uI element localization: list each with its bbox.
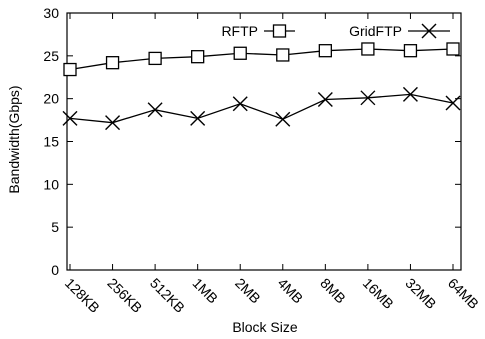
x-marker-stroke (62, 110, 78, 126)
y-tick-label: 5 (51, 219, 59, 235)
data-point-rftp (318, 44, 332, 58)
data-point-gridftp (402, 86, 418, 102)
x-axis-label: Block Size (232, 319, 298, 335)
x-tick-label: 128KB (62, 275, 103, 316)
x-marker-stroke (232, 96, 248, 112)
x-marker-stroke (402, 86, 418, 102)
y-axis-label: Bandwidth(Gbps) (6, 85, 22, 193)
legend-marker-gridftp (421, 23, 437, 39)
x-marker-stroke (147, 102, 163, 118)
y-tick-label: 25 (43, 48, 59, 64)
y-tick-label: 30 (43, 5, 59, 21)
legend: RFTP GridFTP (221, 23, 450, 39)
legend-label-gridftp: GridFTP (349, 23, 402, 39)
data-point-rftp (105, 56, 120, 70)
x-marker-stroke (360, 90, 376, 106)
x-tick-label: 512KB (147, 275, 188, 316)
y-axis-ticks: 0 5 10 15 20 25 30 (43, 5, 461, 278)
data-point-rftp (63, 62, 77, 77)
data-point-gridftp (232, 96, 248, 112)
data-point-gridftp (445, 95, 461, 111)
y-tick-label: 0 (51, 262, 59, 278)
x-tick-label: 32MB (402, 275, 439, 312)
y-tick-label: 15 (43, 134, 59, 150)
series-line-rftp (69, 48, 454, 71)
data-point-gridftp (62, 110, 78, 126)
legend-marker-rftp (272, 24, 287, 38)
x-marker-stroke (275, 111, 291, 127)
data-point-gridftp (147, 102, 163, 118)
series-rftp (63, 42, 460, 77)
data-point-rftp (276, 48, 290, 62)
x-tick-label: 2MB (232, 275, 264, 307)
x-tick-label: 64MB (445, 275, 482, 312)
x-marker-stroke (105, 115, 121, 131)
axes (66, 12, 462, 271)
x-marker-stroke (421, 23, 437, 39)
legend-label-rftp: RFTP (221, 23, 258, 39)
data-point-rftp (403, 44, 418, 58)
data-point-gridftp (317, 92, 333, 108)
x-tick-label: 256KB (104, 275, 145, 316)
x-tick-label: 8MB (317, 275, 349, 307)
data-point-rftp (233, 46, 247, 60)
x-marker-stroke (190, 110, 206, 126)
data-point-gridftp (360, 90, 376, 106)
x-tick-label: 16MB (360, 275, 397, 312)
data-point-rftp (446, 42, 460, 56)
data-point-gridftp (105, 115, 121, 131)
series-gridftp (62, 86, 461, 131)
data-point-rftp (191, 50, 205, 64)
x-marker-stroke (445, 95, 461, 111)
x-marker-stroke (317, 92, 333, 108)
data-point-gridftp (190, 110, 206, 126)
y-tick-label: 10 (43, 176, 59, 192)
x-tick-label: 1MB (190, 275, 222, 307)
data-point-rftp (361, 42, 375, 56)
series-line-gridftp (69, 93, 454, 124)
x-tick-label: 4MB (275, 275, 307, 307)
y-tick-label: 20 (43, 91, 59, 107)
plot-frame (66, 12, 462, 271)
series-layer (62, 42, 461, 131)
data-point-rftp (148, 51, 162, 66)
data-point-gridftp (275, 111, 291, 127)
